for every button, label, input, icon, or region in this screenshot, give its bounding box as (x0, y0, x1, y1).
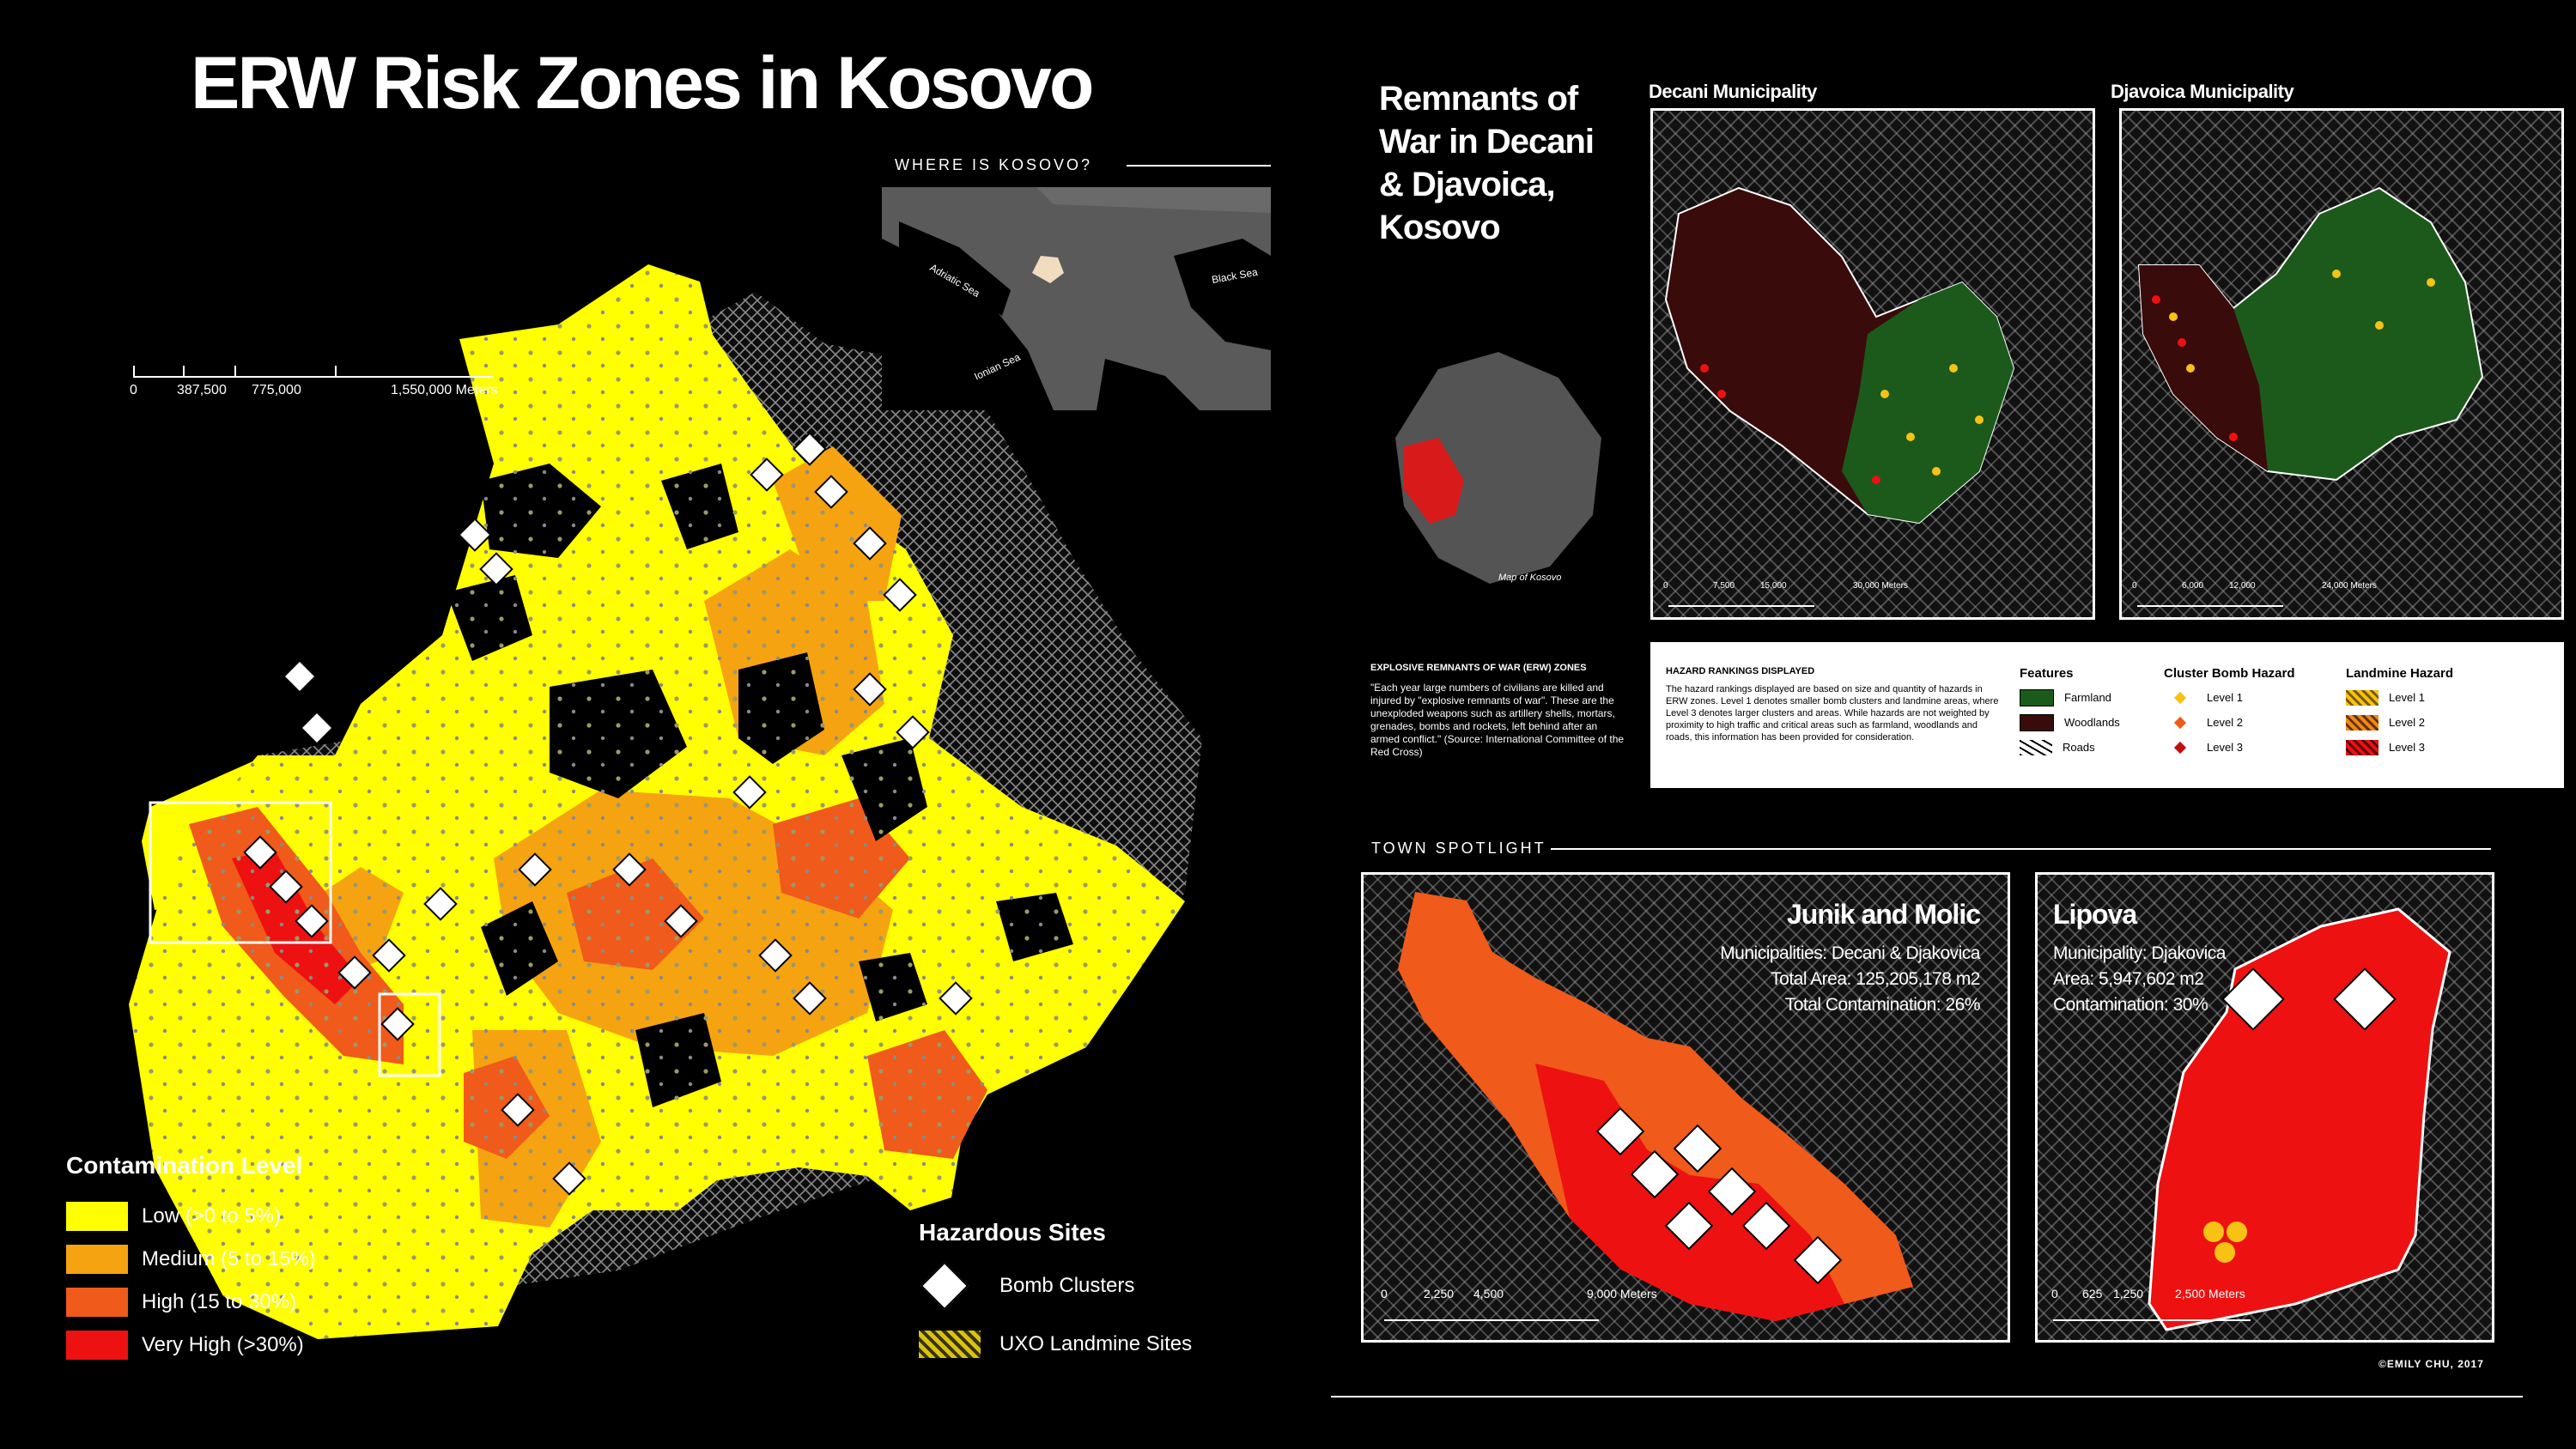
lipova-title: Lipova (2053, 899, 2137, 930)
erw-info: EXPLOSIVE REMNANTS OF WAR (ERW) ZONES "E… (1370, 663, 1628, 759)
djavoica-title: Djavoica Municipality (2111, 81, 2294, 102)
landmine-level-1: Level 1 (2346, 685, 2425, 710)
legend-item-medium: Medium (5 to 15%) (66, 1241, 375, 1277)
lipova-panel: Lipova Municipality: Djakovica Area: 5,9… (2035, 872, 2494, 1343)
junik-title: Junik and Molic (1786, 899, 1981, 930)
main-scale-bar (133, 359, 494, 378)
landmine-level-3: Level 3 (2346, 735, 2425, 760)
junik-info: Municipalities: Decani & Djakovica Total… (1720, 943, 1980, 1015)
lipova-map (2148, 907, 2451, 1331)
lipova-info: Municipality: Djakovica Area: 5,947,602 … (2053, 943, 2226, 1015)
legend-item-low: Low (>0 to 5%) (66, 1198, 375, 1234)
hazard-legend-title: Hazardous Sites (919, 1219, 1106, 1246)
remnants-title: Remnants of War in Decani & Djavoica, Ko… (1379, 80, 1595, 246)
decani-map-panel: 0 7,500 15,000 30,000 Meters (1650, 108, 2095, 620)
hazard-rankings-text: The hazard rankings displayed are based … (1666, 684, 1999, 743)
inset-label: WHERE IS KOSOVO? (895, 156, 1093, 173)
europe-inset-map: Adriatic Sea Black Sea Ionian Sea (882, 187, 1271, 410)
feature-farmland: Farmland (2020, 685, 2120, 710)
contamination-legend-title: Contamination Level (66, 1152, 303, 1179)
junik-molic-panel: Junik and Molic Municipalities: Decani &… (1361, 872, 2010, 1343)
djavoica-map-panel: 0 6,000 12,000 24,000 Meters (2119, 108, 2564, 620)
main-scale-tick: 0 (130, 383, 137, 397)
landmine-label: UXO Landmine Sites (999, 1332, 1193, 1355)
kosovo-main-map (129, 264, 1202, 1339)
town-spotlight-label: TOWN SPOTLIGHT (1371, 840, 1546, 857)
decani-map (1664, 186, 2015, 524)
main-scale-tick: 775,000 (252, 383, 301, 397)
kosovo-locator-map: Map of Kosovo (1395, 352, 1601, 584)
erw-info-text: "Each year large numbers of civilians ar… (1370, 682, 1625, 758)
bomb-cluster-label: Bomb Clusters (999, 1274, 1135, 1297)
credit: ©EMILY CHU, 2017 (2379, 1358, 2484, 1370)
djavoica-scale-bar (2137, 597, 2283, 607)
hazard-rankings-title: HAZARD RANKINGS DISPLAYED (1666, 666, 1815, 676)
hazard-rankings-legend: HAZARD RANKINGS DISPLAYED The hazard ran… (1650, 642, 2564, 788)
junik-scale-bar (1384, 1311, 1599, 1321)
cluster-level-2: Level 2 (2173, 710, 2243, 735)
junik-molic-map (1398, 892, 1913, 1321)
landmine-level-2: Level 2 (2346, 710, 2425, 735)
feature-roads: Roads (2020, 735, 2120, 760)
legend-item-very-high: Very High (>30%) (66, 1327, 375, 1363)
bomb-cluster-icon (920, 1261, 969, 1311)
decani-title: Decani Municipality (1649, 81, 1817, 102)
main-scale-tick: 1,550,000 Meters (391, 383, 498, 397)
map-title: ERW Risk Zones in Kosovo (191, 42, 1094, 124)
landmine-swatch (919, 1331, 981, 1358)
lipova-scale-bar (2053, 1311, 2251, 1321)
locator-map-label: Map of Kosovo (1498, 573, 1561, 583)
cluster-level-3: Level 3 (2173, 735, 2243, 760)
decani-scale-bar (1668, 597, 1814, 607)
main-scale-tick: 387,500 (177, 383, 227, 397)
djavoica-map (2137, 186, 2484, 482)
legend-item-high: High (15 to 30%) (66, 1284, 375, 1320)
contamination-legend: Low (>0 to 5%) Medium (5 to 15%) High (1… (66, 1198, 375, 1363)
cluster-level-1: Level 1 (2173, 685, 2243, 710)
erw-info-title: EXPLOSIVE REMNANTS OF WAR (ERW) ZONES (1370, 663, 1587, 673)
feature-woodlands: Woodlands (2020, 710, 2120, 735)
